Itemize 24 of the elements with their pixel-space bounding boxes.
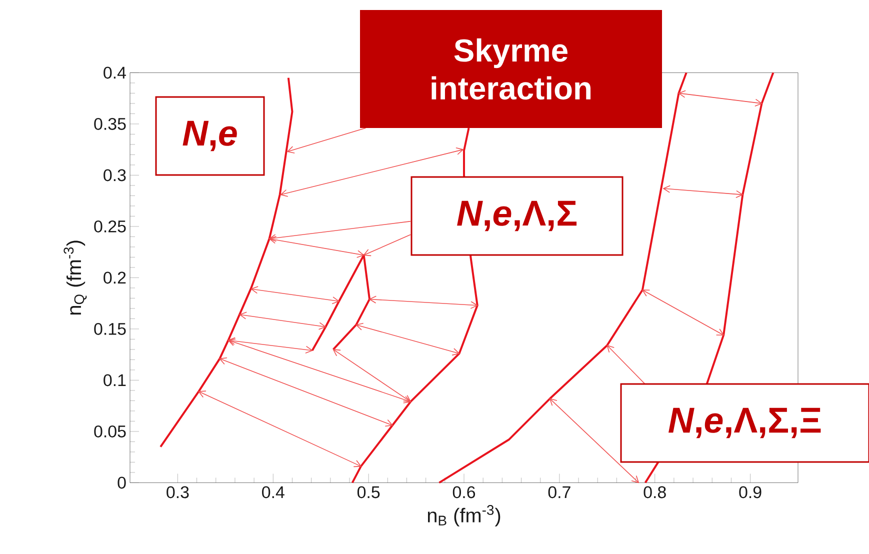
x-tick-label: 0.8 — [644, 486, 666, 498]
x-tick-label: 0.9 — [739, 486, 762, 498]
chart-title: Skyrme interaction — [432, 38, 591, 100]
y-tick-label: 0.2 — [104, 272, 126, 284]
line-series — [160, 76, 294, 448]
y-tick-label: 0.15 — [94, 322, 126, 335]
y-tick-label: 0.1 — [104, 374, 126, 386]
x-tick-label: 0.7 — [548, 486, 570, 498]
y-tick-label: 0 — [118, 476, 126, 489]
annotation: N,e — [182, 120, 237, 152]
annotation: N,e,Λ,Σ — [457, 200, 577, 232]
x-axis-title: n$_{B}$ (fm$^{-3}$) — [428, 505, 500, 526]
x-tick-label: 0.4 — [262, 486, 284, 498]
annotation: N,e,Λ,Σ,Ξ — [668, 408, 821, 438]
x-tick-label: 0.5 — [357, 486, 380, 498]
y-tick-label: 0.05 — [94, 425, 126, 438]
y-tick-label: 0.25 — [94, 220, 126, 232]
line-series — [311, 254, 371, 352]
x-tick-label: 0.3 — [166, 486, 189, 498]
x-tick-label: 0.6 — [452, 486, 476, 498]
y-tick-label: 0.3 — [104, 169, 126, 182]
y-axis-title: n$_{Q}$ (fm$^{-3}$) — [64, 240, 87, 315]
y-tick-label: 0.35 — [94, 118, 126, 130]
y-tick-label: 0.4 — [104, 66, 126, 79]
